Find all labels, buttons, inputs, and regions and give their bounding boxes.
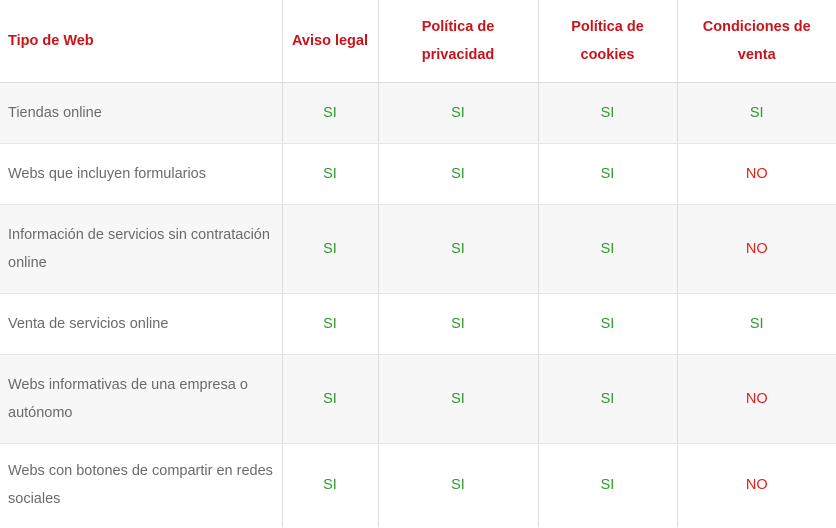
cell-value: SI <box>537 82 677 144</box>
cell-value: SI <box>377 82 538 144</box>
cell-value: SI <box>377 143 538 205</box>
cell-value: SI <box>537 443 677 527</box>
cell-value: SI <box>377 293 538 355</box>
cell-value: SI <box>377 354 538 444</box>
cell-value: SI <box>281 354 378 444</box>
header-tipo-de-web: Tipo de Web <box>0 0 282 83</box>
header-aviso-legal: Aviso legal <box>281 0 378 83</box>
row-label: Información de servicios sin contratació… <box>0 204 282 294</box>
cell-value: SI <box>377 204 538 294</box>
cell-value: NO <box>676 204 836 294</box>
cell-value: SI <box>537 354 677 444</box>
row-label: Venta de servicios online <box>0 293 282 355</box>
table-row: Webs informativas de una empresa o autón… <box>0 354 836 444</box>
cell-value: SI <box>281 143 378 205</box>
table-row: Tiendas online SI SI SI SI <box>0 82 836 144</box>
table-row: Venta de servicios online SI SI SI SI <box>0 293 836 355</box>
table-row: Información de servicios sin contratació… <box>0 204 836 294</box>
table-row: Webs que incluyen formularios SI SI SI N… <box>0 143 836 205</box>
header-politica-privacidad: Política de privacidad <box>377 0 538 83</box>
cell-value: SI <box>281 293 378 355</box>
cell-value: SI <box>281 443 378 527</box>
row-label: Tiendas online <box>0 82 282 144</box>
row-label: Webs que incluyen formularios <box>0 143 282 205</box>
cell-value: NO <box>676 443 836 527</box>
cell-value: SI <box>281 82 378 144</box>
header-condiciones-venta: Condiciones de venta <box>676 0 836 83</box>
cell-value: NO <box>676 143 836 205</box>
cell-value: SI <box>537 204 677 294</box>
cell-value: SI <box>676 82 836 144</box>
cell-value: SI <box>676 293 836 355</box>
cell-value: SI <box>537 143 677 205</box>
row-label: Webs con botones de compartir en redes s… <box>0 443 282 527</box>
table-row: Webs con botones de compartir en redes s… <box>0 443 836 527</box>
cell-value: SI <box>377 443 538 527</box>
header-row: Tipo de Web Aviso legal Política de priv… <box>0 0 836 83</box>
cell-value: SI <box>537 293 677 355</box>
header-politica-cookies: Política de cookies <box>537 0 677 83</box>
cell-value: SI <box>281 204 378 294</box>
row-label: Webs informativas de una empresa o autón… <box>0 354 282 444</box>
cell-value: NO <box>676 354 836 444</box>
